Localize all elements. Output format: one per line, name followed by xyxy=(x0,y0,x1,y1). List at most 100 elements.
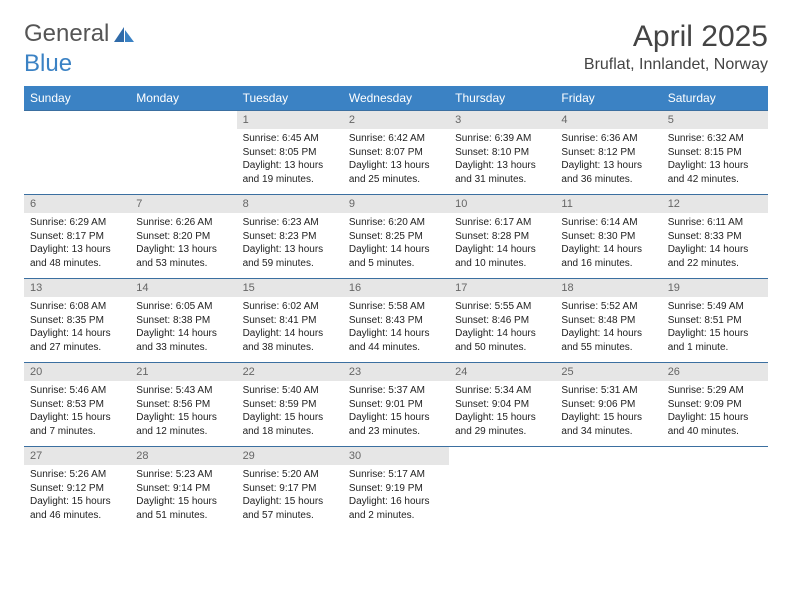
day-header-cell: Sunday xyxy=(24,86,130,111)
daylight-text: Daylight: 13 hours and 48 minutes. xyxy=(30,243,124,270)
header: General April 2025 Bruflat, Innlandet, N… xyxy=(24,20,768,74)
day-number-cell: 17 xyxy=(449,279,555,298)
day-data-row: Sunrise: 5:26 AMSunset: 9:12 PMDaylight:… xyxy=(24,465,768,530)
sunrise-text: Sunrise: 5:58 AM xyxy=(349,300,443,314)
sunrise-text: Sunrise: 5:17 AM xyxy=(349,468,443,482)
sunrise-text: Sunrise: 6:20 AM xyxy=(349,216,443,230)
sunrise-text: Sunrise: 6:26 AM xyxy=(136,216,230,230)
day-data-cell: Sunrise: 6:20 AMSunset: 8:25 PMDaylight:… xyxy=(343,213,449,279)
day-number-cell: 28 xyxy=(130,447,236,466)
sunset-text: Sunset: 8:15 PM xyxy=(668,146,762,160)
day-number-cell: 24 xyxy=(449,363,555,382)
daylight-text: Daylight: 13 hours and 42 minutes. xyxy=(668,159,762,186)
sunrise-text: Sunrise: 6:39 AM xyxy=(455,132,549,146)
logo: General xyxy=(24,20,137,48)
calendar-page: General April 2025 Bruflat, Innlandet, N… xyxy=(0,0,792,550)
daylight-text: Daylight: 13 hours and 25 minutes. xyxy=(349,159,443,186)
daylight-text: Daylight: 13 hours and 19 minutes. xyxy=(243,159,337,186)
daylight-text: Daylight: 14 hours and 55 minutes. xyxy=(561,327,655,354)
sunset-text: Sunset: 8:51 PM xyxy=(668,314,762,328)
day-number-cell: 22 xyxy=(237,363,343,382)
day-number-cell: 14 xyxy=(130,279,236,298)
sunset-text: Sunset: 8:28 PM xyxy=(455,230,549,244)
day-data-cell: Sunrise: 5:49 AMSunset: 8:51 PMDaylight:… xyxy=(662,297,768,363)
sunset-text: Sunset: 8:23 PM xyxy=(243,230,337,244)
day-data-cell: Sunrise: 5:43 AMSunset: 8:56 PMDaylight:… xyxy=(130,381,236,447)
title-block: April 2025 Bruflat, Innlandet, Norway xyxy=(584,20,768,74)
sunrise-text: Sunrise: 5:34 AM xyxy=(455,384,549,398)
month-title: April 2025 xyxy=(584,20,768,54)
sunset-text: Sunset: 9:14 PM xyxy=(136,482,230,496)
sunset-text: Sunset: 9:09 PM xyxy=(668,398,762,412)
day-number-cell: 15 xyxy=(237,279,343,298)
sunset-text: Sunset: 8:10 PM xyxy=(455,146,549,160)
daylight-text: Daylight: 14 hours and 44 minutes. xyxy=(349,327,443,354)
daylight-text: Daylight: 13 hours and 59 minutes. xyxy=(243,243,337,270)
logo-text-a: General xyxy=(24,20,109,48)
day-number-cell: 27 xyxy=(24,447,130,466)
day-data-cell: Sunrise: 5:31 AMSunset: 9:06 PMDaylight:… xyxy=(555,381,661,447)
day-number-cell: 12 xyxy=(662,195,768,214)
sunset-text: Sunset: 8:12 PM xyxy=(561,146,655,160)
day-data-cell: Sunrise: 5:55 AMSunset: 8:46 PMDaylight:… xyxy=(449,297,555,363)
day-data-cell: Sunrise: 6:02 AMSunset: 8:41 PMDaylight:… xyxy=(237,297,343,363)
day-data-cell: Sunrise: 5:17 AMSunset: 9:19 PMDaylight:… xyxy=(343,465,449,530)
sunrise-text: Sunrise: 6:42 AM xyxy=(349,132,443,146)
day-number-cell: 26 xyxy=(662,363,768,382)
day-data-cell: Sunrise: 5:52 AMSunset: 8:48 PMDaylight:… xyxy=(555,297,661,363)
day-number-cell: 30 xyxy=(343,447,449,466)
sunset-text: Sunset: 9:06 PM xyxy=(561,398,655,412)
sunrise-text: Sunrise: 5:37 AM xyxy=(349,384,443,398)
sunset-text: Sunset: 8:59 PM xyxy=(243,398,337,412)
daylight-text: Daylight: 15 hours and 18 minutes. xyxy=(243,411,337,438)
sunrise-text: Sunrise: 5:46 AM xyxy=(30,384,124,398)
day-data-cell: Sunrise: 5:58 AMSunset: 8:43 PMDaylight:… xyxy=(343,297,449,363)
sunrise-text: Sunrise: 5:55 AM xyxy=(455,300,549,314)
daylight-text: Daylight: 15 hours and 34 minutes. xyxy=(561,411,655,438)
sunset-text: Sunset: 8:46 PM xyxy=(455,314,549,328)
day-data-cell xyxy=(662,465,768,530)
sunset-text: Sunset: 8:35 PM xyxy=(30,314,124,328)
sunset-text: Sunset: 8:05 PM xyxy=(243,146,337,160)
day-data-cell: Sunrise: 6:42 AMSunset: 8:07 PMDaylight:… xyxy=(343,129,449,195)
sunset-text: Sunset: 8:53 PM xyxy=(30,398,124,412)
day-number-cell: 7 xyxy=(130,195,236,214)
day-header-cell: Friday xyxy=(555,86,661,111)
day-number-cell xyxy=(130,111,236,130)
daylight-text: Daylight: 14 hours and 38 minutes. xyxy=(243,327,337,354)
day-data-cell: Sunrise: 6:29 AMSunset: 8:17 PMDaylight:… xyxy=(24,213,130,279)
sunset-text: Sunset: 8:48 PM xyxy=(561,314,655,328)
daylight-text: Daylight: 14 hours and 50 minutes. xyxy=(455,327,549,354)
day-data-row: Sunrise: 5:46 AMSunset: 8:53 PM Daylight:… xyxy=(24,381,768,447)
day-data-cell: Sunrise: 6:39 AMSunset: 8:10 PMDaylight:… xyxy=(449,129,555,195)
sunset-text: Sunset: 8:30 PM xyxy=(561,230,655,244)
sunset-text: Sunset: 9:12 PM xyxy=(30,482,124,496)
sunrise-text: Sunrise: 5:43 AM xyxy=(136,384,230,398)
day-header-cell: Monday xyxy=(130,86,236,111)
day-number-cell: 19 xyxy=(662,279,768,298)
sunrise-text: Sunrise: 6:14 AM xyxy=(561,216,655,230)
day-number-cell: 16 xyxy=(343,279,449,298)
day-header-cell: Thursday xyxy=(449,86,555,111)
day-number-cell xyxy=(555,447,661,466)
day-data-cell: Sunrise: 5:40 AMSunset: 8:59 PMDaylight:… xyxy=(237,381,343,447)
day-data-cell: Sunrise: 5:37 AMSunset: 9:01 PMDaylight:… xyxy=(343,381,449,447)
day-number-row: 27282930 xyxy=(24,447,768,466)
day-number-cell: 29 xyxy=(237,447,343,466)
sunrise-text: Sunrise: 6:17 AM xyxy=(455,216,549,230)
day-number-cell: 6 xyxy=(24,195,130,214)
sunrise-text: Sunrise: 5:31 AM xyxy=(561,384,655,398)
day-number-row: 20212223242526 xyxy=(24,363,768,382)
day-number-cell: 10 xyxy=(449,195,555,214)
day-data-cell: Sunrise: 5:26 AMSunset: 9:12 PMDaylight:… xyxy=(24,465,130,530)
sunrise-text: Sunrise: 6:02 AM xyxy=(243,300,337,314)
sunset-text: Sunset: 8:25 PM xyxy=(349,230,443,244)
sunrise-text: Sunrise: 5:52 AM xyxy=(561,300,655,314)
daylight-text: Daylight: 15 hours and 40 minutes. xyxy=(668,411,762,438)
day-number-cell: 1 xyxy=(237,111,343,130)
calendar-table: SundayMondayTuesdayWednesdayThursdayFrid… xyxy=(24,86,768,530)
day-data-cell xyxy=(555,465,661,530)
day-number-cell: 11 xyxy=(555,195,661,214)
sunset-text: Sunset: 9:01 PM xyxy=(349,398,443,412)
day-data-cell: Sunrise: 5:29 AMSunset: 9:09 PMDaylight:… xyxy=(662,381,768,447)
